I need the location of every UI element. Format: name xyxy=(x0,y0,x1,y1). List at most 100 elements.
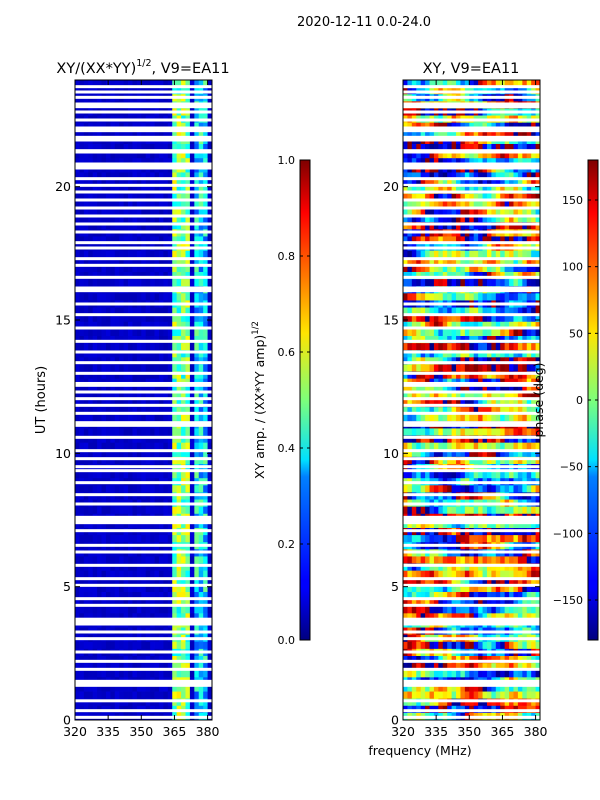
heatmap-cell xyxy=(456,449,461,458)
heatmap-cell xyxy=(145,599,151,607)
heatmap-cell xyxy=(132,592,138,600)
heatmap-cell xyxy=(123,343,129,351)
heatmap-cell xyxy=(486,350,492,358)
heatmap-cell xyxy=(433,435,439,444)
heatmap-cell xyxy=(207,293,212,301)
heatmap-cell xyxy=(97,179,102,188)
heatmap-cell xyxy=(167,520,173,529)
heatmap-cell xyxy=(136,577,142,586)
heatmap-cell xyxy=(132,350,138,358)
heatmap-cell xyxy=(128,599,133,607)
heatmap-cell xyxy=(531,407,536,415)
heatmap-cell xyxy=(198,570,204,579)
flagged-row xyxy=(75,275,212,279)
heatmap-cell xyxy=(500,400,506,408)
heatmap-cell xyxy=(469,200,475,209)
heatmap-cell xyxy=(114,556,120,564)
heatmap-cell xyxy=(75,215,80,223)
heatmap-cell xyxy=(469,257,475,266)
heatmap-cell xyxy=(486,186,492,195)
heatmap-cell xyxy=(172,343,178,351)
heatmap-cell xyxy=(189,471,195,479)
heatmap-cell xyxy=(482,321,488,330)
heatmap-cell xyxy=(509,371,514,380)
heatmap-cell xyxy=(420,442,426,451)
heatmap-cell xyxy=(464,80,470,88)
heatmap-cell xyxy=(416,385,422,394)
heatmap-cell xyxy=(403,193,408,202)
heatmap-cell xyxy=(194,215,200,223)
heatmap-cell xyxy=(189,584,195,593)
heatmap-cell xyxy=(123,129,129,138)
heatmap-cell xyxy=(486,129,492,138)
heatmap-cell xyxy=(119,392,125,401)
heatmap-cell xyxy=(500,272,506,280)
heatmap-cell xyxy=(495,158,501,166)
heatmap-cell xyxy=(500,392,506,401)
heatmap-cell xyxy=(119,80,125,88)
heatmap-cell xyxy=(504,400,510,408)
heatmap-cell xyxy=(504,179,510,188)
heatmap-cell xyxy=(416,200,422,209)
heatmap-cell xyxy=(522,200,528,209)
heatmap-cell xyxy=(145,606,151,614)
heatmap-cell xyxy=(509,144,514,152)
heatmap-cell xyxy=(141,520,147,529)
heatmap-cell xyxy=(110,208,116,216)
heatmap-cell xyxy=(189,122,195,131)
heatmap-cell xyxy=(425,293,430,301)
heatmap-cell xyxy=(203,606,208,614)
heatmap-cell xyxy=(207,350,212,358)
flagged-row xyxy=(75,521,212,525)
heatmap-cell xyxy=(128,641,133,650)
heatmap-cell xyxy=(429,357,435,365)
heatmap-cell xyxy=(522,535,528,543)
heatmap-cell xyxy=(456,307,461,316)
heatmap-cell xyxy=(141,371,147,380)
heatmap-cell xyxy=(79,670,85,678)
flagged-row xyxy=(75,597,212,601)
heatmap-cell xyxy=(509,456,514,465)
heatmap-cell xyxy=(451,129,457,138)
heatmap-cell xyxy=(132,449,138,458)
heatmap-cell xyxy=(407,122,413,131)
flagged-row xyxy=(75,339,212,343)
heatmap-cell xyxy=(185,222,191,230)
heatmap-cell xyxy=(181,193,186,202)
heatmap-cell xyxy=(482,492,488,500)
heatmap-cell xyxy=(83,670,89,678)
heatmap-cell xyxy=(181,684,186,692)
heatmap-cell xyxy=(469,236,475,244)
heatmap-cell xyxy=(163,485,169,493)
heatmap-cell xyxy=(88,314,94,323)
heatmap-cell xyxy=(469,314,475,323)
heatmap-cell xyxy=(163,222,169,230)
heatmap-cell xyxy=(207,236,212,244)
heatmap-cell xyxy=(132,656,138,664)
heatmap-cell xyxy=(535,456,540,465)
heatmap-cell xyxy=(185,158,191,166)
heatmap-cell xyxy=(83,144,89,152)
heatmap-cell xyxy=(447,307,453,316)
heatmap-cell xyxy=(407,456,413,465)
heatmap-cell xyxy=(189,172,195,180)
heatmap-cell xyxy=(167,535,173,543)
heatmap-cell xyxy=(92,613,98,621)
heatmap-cell xyxy=(425,264,430,273)
heatmap-cell xyxy=(447,179,453,188)
heatmap-cell xyxy=(158,656,164,664)
heatmap-cell xyxy=(473,414,479,422)
heatmap-cell xyxy=(167,592,173,600)
heatmap-cell xyxy=(83,570,89,579)
heatmap-cell xyxy=(167,158,173,166)
heatmap-cell xyxy=(442,336,448,344)
heatmap-cell xyxy=(517,208,523,216)
heatmap-cell xyxy=(167,179,173,188)
heatmap-cell xyxy=(181,158,186,166)
heatmap-cell xyxy=(491,208,497,216)
heatmap-cell xyxy=(92,122,98,131)
heatmap-cell xyxy=(207,535,212,543)
heatmap-cell xyxy=(150,129,155,138)
heatmap-cell xyxy=(464,336,470,344)
heatmap-cell xyxy=(150,584,155,593)
